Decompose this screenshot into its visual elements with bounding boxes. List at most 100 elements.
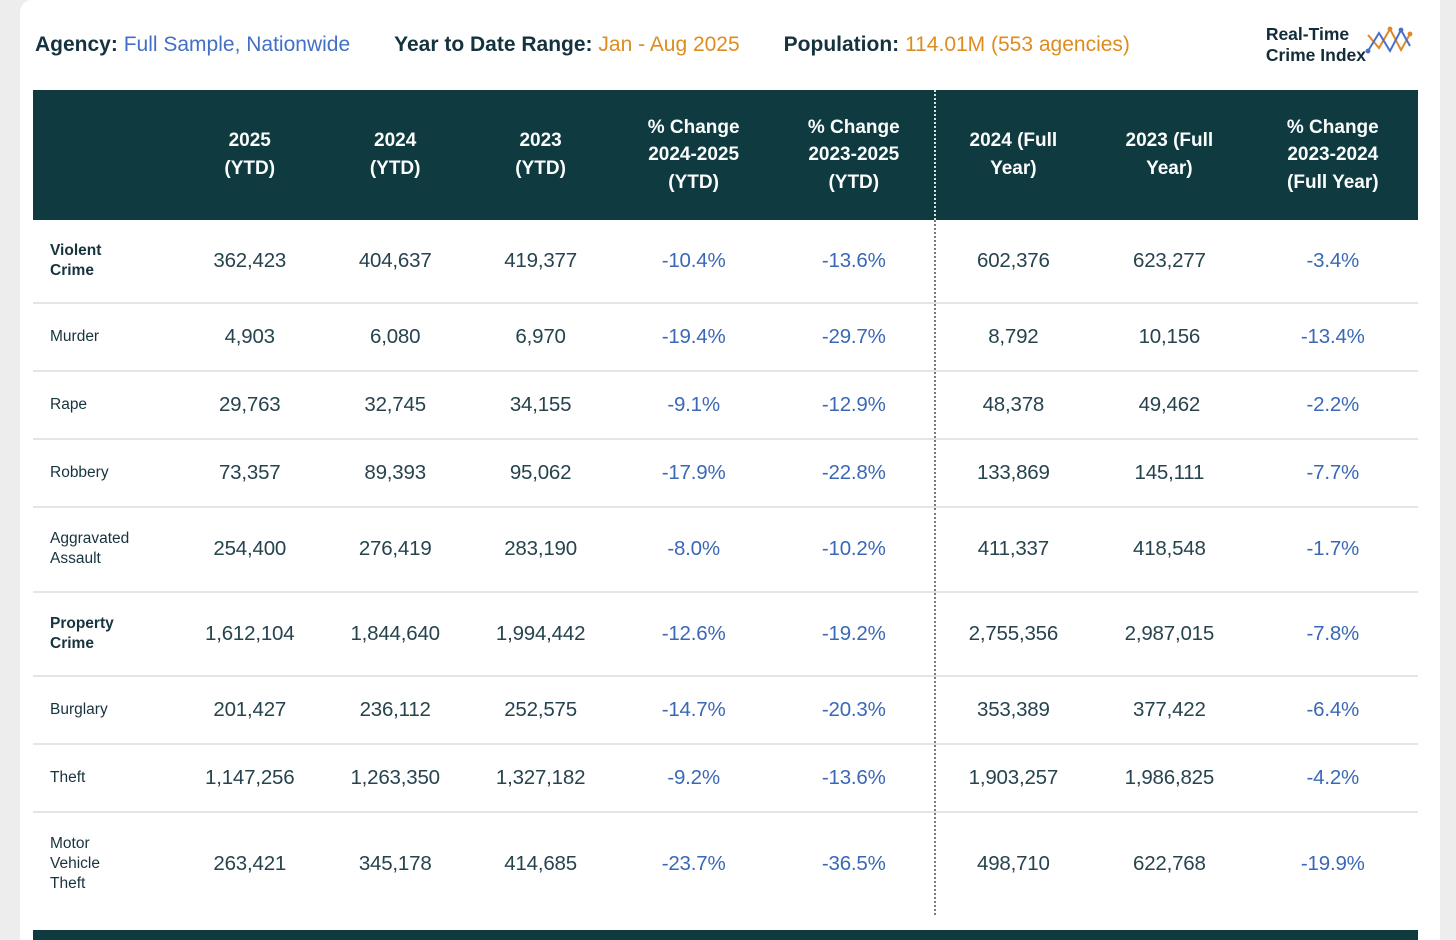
- table-row: Violent Crime 362,423 404,637 419,377 -1…: [33, 220, 1418, 304]
- rtci-logo-line1: Real-Time: [1265, 24, 1350, 45]
- cell-pct-change-full-year: -7.8%: [1247, 591, 1418, 676]
- cell-2024-ytd: 236,112: [322, 675, 468, 744]
- cell-pct-change-2024-2025: -9.1%: [613, 371, 774, 440]
- cell-2023-full-year: 1,986,825: [1091, 743, 1248, 812]
- cell-2023-ytd: 1,994,442: [467, 591, 614, 676]
- header-cell-pct-change-2024-2025: % Change 2024-2025 (YTD): [613, 90, 774, 220]
- cell-pct-change-full-year: -13.4%: [1247, 303, 1418, 372]
- row-label: Motor Vehicle Theft: [33, 811, 178, 916]
- header-cell-2025-ytd: 2025 (YTD): [177, 90, 323, 220]
- header-cell-pct-change-2023-2025: % Change 2023-2025 (YTD): [773, 90, 936, 220]
- cell-2024-full-year: 353,389: [934, 675, 1092, 744]
- row-label: Robbery: [33, 439, 178, 508]
- header-cell-2024-ytd: 2024 (YTD): [322, 90, 468, 220]
- rtci-logo-line2: Crime Index: [1265, 45, 1366, 65]
- agency-info: Agency: Full Sample, Nationwide: [35, 33, 350, 57]
- cell-2023-ytd: 6,970: [467, 303, 614, 372]
- cell-2025-ytd: 1,612,104: [177, 591, 323, 676]
- cell-2024-full-year: 498,710: [934, 811, 1092, 916]
- cell-2023-full-year: 49,462: [1091, 371, 1248, 440]
- crime-table-wrap: 2025 (YTD) 2024 (YTD) 2023 (YTD) % Chang…: [20, 90, 1440, 916]
- cell-2025-ytd: 254,400: [177, 507, 323, 592]
- table-row: Theft 1,147,256 1,263,350 1,327,182 -9.2…: [33, 743, 1418, 812]
- cell-pct-change-full-year: -6.4%: [1247, 675, 1418, 744]
- line-chart-icon: [1365, 26, 1413, 54]
- cell-2025-ytd: 263,421: [177, 811, 323, 916]
- cell-2024-full-year: 8,792: [934, 303, 1092, 372]
- cell-pct-change-2024-2025: -23.7%: [613, 811, 774, 916]
- cell-2023-full-year: 10,156: [1091, 303, 1248, 372]
- cell-2023-ytd: 1,327,182: [467, 743, 614, 812]
- table-row: Property Crime 1,612,104 1,844,640 1,994…: [33, 591, 1418, 676]
- cell-2024-ytd: 404,637: [322, 220, 468, 304]
- bottom-spacer: [20, 915, 1440, 930]
- cell-2025-ytd: 362,423: [177, 220, 323, 304]
- cell-pct-change-2024-2025: -9.2%: [613, 743, 774, 812]
- cell-2023-ytd: 414,685: [467, 811, 614, 916]
- cell-2024-full-year: 411,337: [934, 507, 1092, 592]
- ytd-range-value[interactable]: Jan - Aug 2025: [598, 33, 740, 56]
- table-row: Robbery 73,357 89,393 95,062 -17.9% -22.…: [33, 439, 1418, 508]
- cell-2025-ytd: 29,763: [177, 371, 323, 440]
- cell-2025-ytd: 4,903: [177, 303, 323, 372]
- cell-2025-ytd: 201,427: [177, 675, 323, 744]
- cell-pct-change-full-year: -2.2%: [1247, 371, 1418, 440]
- cell-2024-ytd: 1,263,350: [322, 743, 468, 812]
- table-header-row: 2025 (YTD) 2024 (YTD) 2023 (YTD) % Chang…: [33, 90, 1418, 220]
- summary-topbar: Agency: Full Sample, Nationwide Year to …: [20, 0, 1440, 90]
- cell-pct-change-2023-2025: -19.2%: [773, 591, 936, 676]
- table-row: Burglary 201,427 236,112 252,575 -14.7% …: [33, 675, 1418, 744]
- cell-2024-full-year: 2,755,356: [934, 591, 1092, 676]
- cell-pct-change-2024-2025: -8.0%: [613, 507, 774, 592]
- cell-pct-change-2023-2025: -22.8%: [773, 439, 936, 508]
- cell-pct-change-2023-2025: -36.5%: [773, 811, 936, 916]
- cell-2025-ytd: 1,147,256: [177, 743, 323, 812]
- cell-pct-change-2023-2025: -13.6%: [773, 743, 936, 812]
- cell-2023-full-year: 145,111: [1091, 439, 1248, 508]
- cell-2024-ytd: 1,844,640: [322, 591, 468, 676]
- cell-2024-full-year: 1,903,257: [934, 743, 1092, 812]
- cell-pct-change-2024-2025: -19.4%: [613, 303, 774, 372]
- cell-pct-change-2023-2025: -12.9%: [773, 371, 936, 440]
- row-label: Violent Crime: [33, 220, 178, 304]
- cell-2024-ytd: 345,178: [322, 811, 468, 916]
- crime-index-card: Agency: Full Sample, Nationwide Year to …: [20, 0, 1440, 940]
- row-label: Rape: [33, 371, 178, 440]
- row-label: Aggravated Assault: [33, 507, 178, 592]
- agency-value[interactable]: Full Sample, Nationwide: [123, 33, 351, 56]
- cell-pct-change-full-year: -3.4%: [1247, 220, 1418, 304]
- cell-2023-ytd: 95,062: [467, 439, 614, 508]
- cell-2024-full-year: 602,376: [934, 220, 1092, 304]
- cell-2024-full-year: 133,869: [934, 439, 1092, 508]
- rtci-logo[interactable]: Real-Time Crime Index: [1266, 24, 1414, 65]
- cell-pct-change-2023-2025: -10.2%: [773, 507, 936, 592]
- header-cell-category: [33, 90, 178, 220]
- header-cell-pct-change-full-year: % Change 2023-2024 (Full Year): [1247, 90, 1418, 220]
- header-cell-2024-full-year: 2024 (Full Year): [934, 90, 1092, 220]
- ytd-range-info: Year to Date Range: Jan - Aug 2025: [394, 33, 740, 57]
- population-value: 114.01M (553 agencies): [905, 33, 1130, 56]
- rtci-logo-text: Real-Time Crime Index: [1266, 24, 1366, 65]
- next-section-header-edge: [33, 930, 1418, 940]
- cell-pct-change-2024-2025: -17.9%: [613, 439, 774, 508]
- header-cell-2023-ytd: 2023 (YTD): [467, 90, 614, 220]
- row-label: Property Crime: [33, 591, 178, 676]
- cell-2023-ytd: 419,377: [467, 220, 614, 304]
- cell-2024-ytd: 6,080: [322, 303, 468, 372]
- cell-pct-change-2024-2025: -12.6%: [613, 591, 774, 676]
- cell-2023-full-year: 622,768: [1091, 811, 1248, 916]
- cell-pct-change-full-year: -19.9%: [1247, 811, 1418, 916]
- table-body: Violent Crime 362,423 404,637 419,377 -1…: [33, 220, 1418, 916]
- cell-2025-ytd: 73,357: [177, 439, 323, 508]
- cell-2023-full-year: 377,422: [1091, 675, 1248, 744]
- row-label: Theft: [33, 743, 178, 812]
- cell-pct-change-2024-2025: -10.4%: [613, 220, 774, 304]
- table-row: Motor Vehicle Theft 263,421 345,178 414,…: [33, 811, 1418, 916]
- population-info: Population: 114.01M (553 agencies): [784, 33, 1130, 57]
- cell-pct-change-2023-2025: -29.7%: [773, 303, 936, 372]
- cell-2023-ytd: 283,190: [467, 507, 614, 592]
- crime-stats-table: 2025 (YTD) 2024 (YTD) 2023 (YTD) % Chang…: [33, 90, 1418, 916]
- cell-2023-ytd: 252,575: [467, 675, 614, 744]
- cell-2023-full-year: 418,548: [1091, 507, 1248, 592]
- cell-pct-change-2023-2025: -20.3%: [773, 675, 936, 744]
